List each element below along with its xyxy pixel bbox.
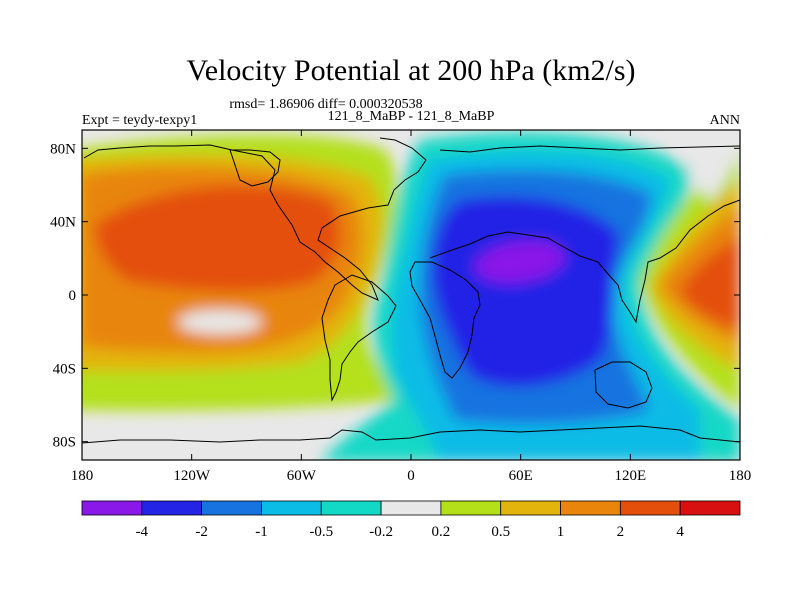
y-tick-label-0: 80N <box>50 141 76 157</box>
coastline-arctic <box>439 145 740 153</box>
coastlines <box>82 137 740 444</box>
chart-title: Velocity Potential at 200 hPa (km2/s) <box>186 54 635 87</box>
coastline-greenland <box>229 149 281 187</box>
contour-band-neg-2 <box>432 196 620 387</box>
colorbar-swatch-2 <box>201 500 262 516</box>
y-tick-label-2: 0 <box>69 288 77 304</box>
colorbar: -4 -2 -1 -0.5 -0.2 0.2 0.5 1 2 4 <box>81 500 741 540</box>
colorbar-swatch-3 <box>261 500 322 516</box>
colorbar-label-6: 0.5 <box>491 524 510 540</box>
y-tick-label-4: 80S <box>53 435 76 451</box>
colorbar-swatch-10 <box>679 500 741 516</box>
colorbar-swatch-4 <box>320 500 382 516</box>
case-label: 121_8_MaBP - 121_8_MaBP <box>328 109 495 124</box>
colorbar-swatch-8 <box>560 500 621 516</box>
contour-band-wp-2 <box>680 235 740 330</box>
colorbar-label-8: 2 <box>617 524 625 540</box>
colorbar-swatch-6 <box>440 500 502 516</box>
coastline-australia <box>594 361 653 409</box>
y-tick-label-1: 40N <box>50 215 76 231</box>
axis-ticks: 180 120W 60W 0 60E 120E 180 80N 40N 0 40S 80S <box>50 130 751 484</box>
y-tick-label-3: 40S <box>53 361 76 377</box>
x-tick-label-6: 180 <box>729 468 752 484</box>
colorbar-label-0: -4 <box>136 524 149 540</box>
positive-minimum-hole <box>178 310 262 334</box>
contour-band-neg-4 <box>475 241 565 283</box>
colorbar-swatch-0 <box>81 500 143 516</box>
season-label: ANN <box>710 113 740 128</box>
colorbar-swatch-7 <box>500 500 561 516</box>
coastline-south-america <box>321 274 397 402</box>
x-tick-label-1: 120W <box>173 468 211 484</box>
colorbar-label-7: 1 <box>557 524 565 540</box>
colorbar-swatch-1 <box>141 500 203 516</box>
colorbar-label-2: -1 <box>255 524 268 540</box>
colorbar-label-9: 4 <box>676 524 684 540</box>
colorbar-swatch-9 <box>619 500 681 516</box>
experiment-label: Expt = teydy-texpy1 <box>82 113 197 128</box>
x-tick-label-3: 0 <box>407 468 415 484</box>
x-tick-label-5: 120E <box>614 468 646 484</box>
colorbar-swatch-5 <box>380 500 442 516</box>
coastline-africa <box>409 261 481 379</box>
contour-map <box>82 130 740 460</box>
contour-band-2 <box>95 185 341 292</box>
coastline-antarctica <box>82 425 740 444</box>
coastline-eurasia <box>429 199 740 324</box>
colorbar-label-4: -0.2 <box>369 524 393 540</box>
contour-fills <box>82 130 740 460</box>
colorbar-label-5: 0.2 <box>432 524 451 540</box>
colorbar-label-3: -0.5 <box>309 524 333 540</box>
stats-line: rmsd= 1.86906 diff= 0.000320538 <box>229 97 422 112</box>
x-tick-label-2: 60W <box>287 468 317 484</box>
colorbar-label-1: -2 <box>195 524 208 540</box>
coastline-north-america <box>83 137 427 301</box>
x-tick-label-0: 180 <box>71 468 94 484</box>
x-tick-label-4: 60E <box>509 468 533 484</box>
